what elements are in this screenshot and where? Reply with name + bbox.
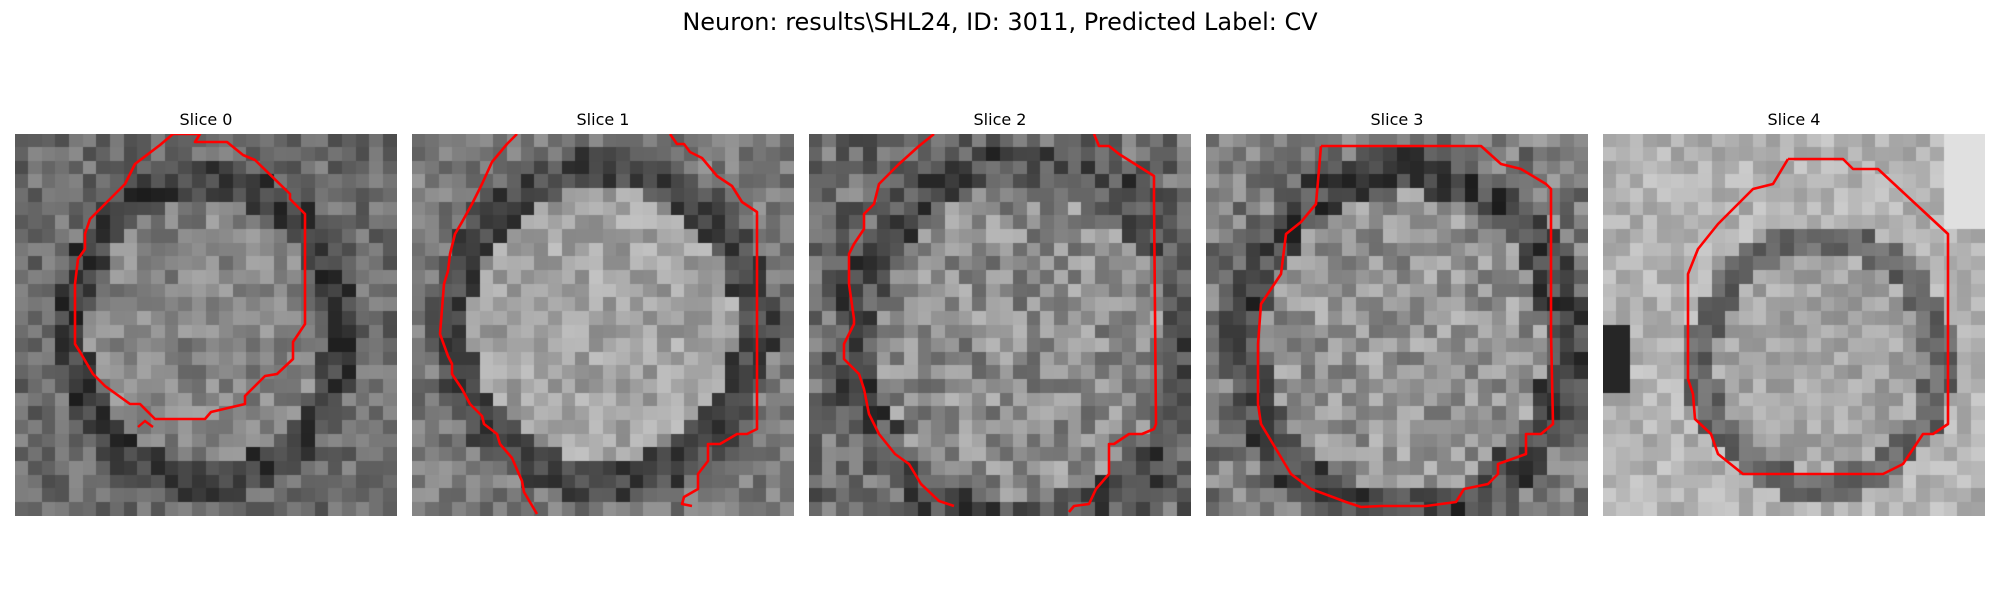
slice-title: Slice 2 bbox=[973, 110, 1027, 129]
slice-title: Slice 4 bbox=[1767, 110, 1821, 129]
slice-title: Slice 3 bbox=[1370, 110, 1424, 129]
contour-line bbox=[438, 134, 539, 515]
segmentation-contour bbox=[1686, 157, 1950, 476]
segmentation-contour bbox=[73, 134, 307, 428]
microscopy-image bbox=[1206, 134, 1588, 516]
contour-fragment bbox=[137, 419, 154, 428]
segmentation-contour bbox=[438, 134, 759, 515]
segmentation-contour bbox=[1256, 144, 1555, 509]
contour-line bbox=[1686, 157, 1950, 476]
contour-line bbox=[1068, 134, 1158, 513]
figure-title: Neuron: results\SHL24, ID: 3011, Predict… bbox=[682, 8, 1318, 36]
contour-line bbox=[73, 134, 307, 421]
microscopy-image bbox=[809, 134, 1191, 516]
segmentation-contour bbox=[842, 134, 1158, 513]
microscopy-image bbox=[1603, 134, 1985, 516]
microscopy-image bbox=[15, 134, 397, 516]
slice-title: Slice 1 bbox=[576, 110, 630, 129]
slice-title: Slice 0 bbox=[179, 110, 233, 129]
contour-line bbox=[668, 134, 759, 508]
contour-line bbox=[1256, 144, 1555, 509]
contour-line bbox=[842, 134, 955, 508]
